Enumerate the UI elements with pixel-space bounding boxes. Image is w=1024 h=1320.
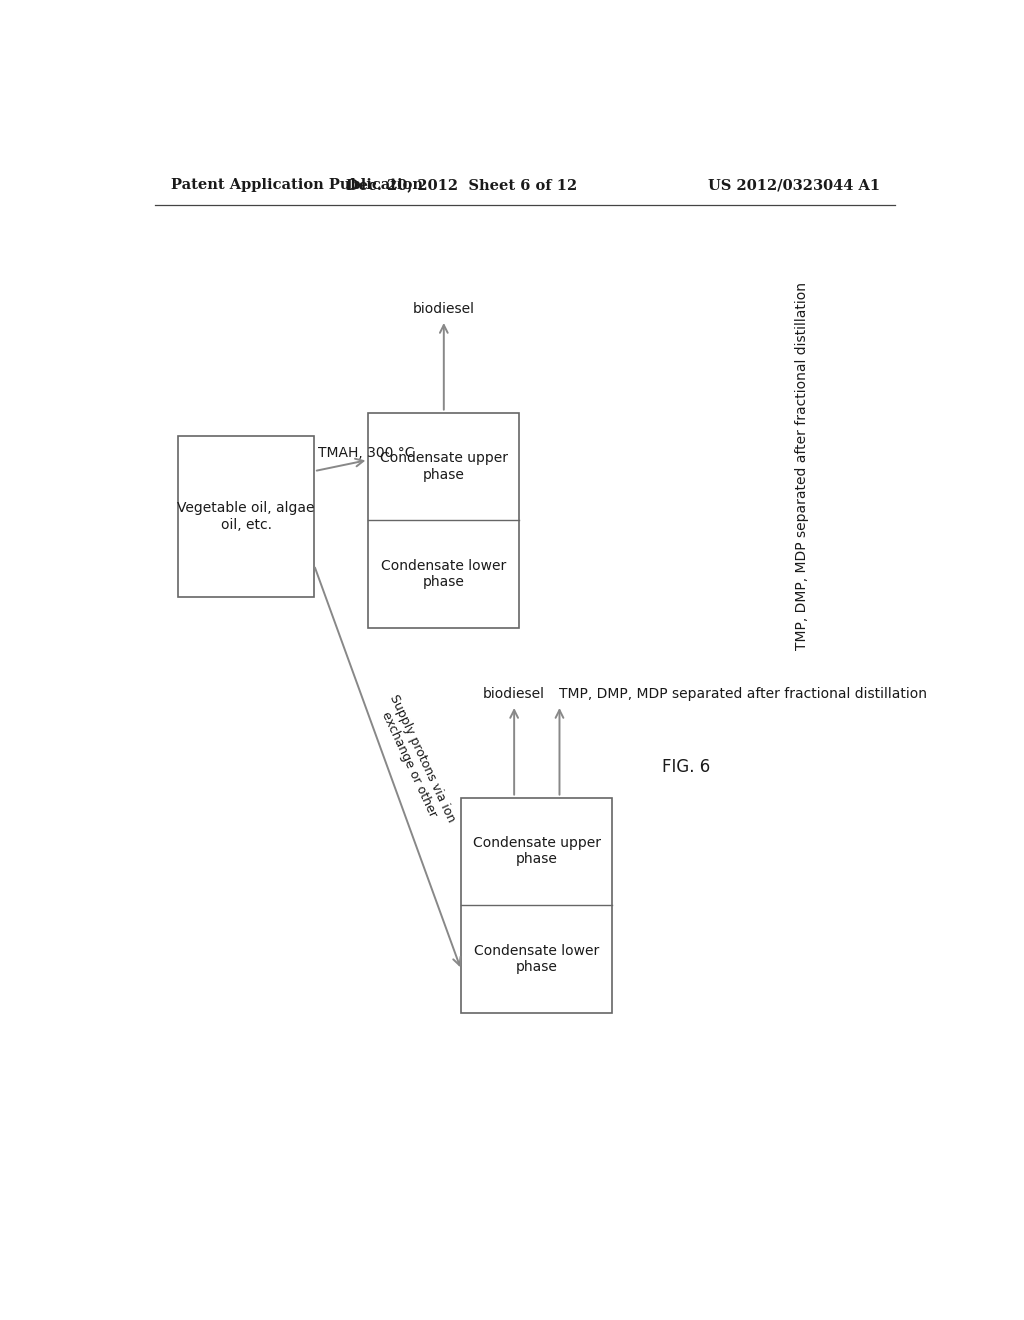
Text: FIG. 6: FIG. 6 — [662, 758, 710, 776]
Bar — [369, 413, 519, 628]
Bar — [461, 797, 612, 1014]
Text: Condensate upper
phase: Condensate upper phase — [473, 837, 601, 866]
Text: US 2012/0323044 A1: US 2012/0323044 A1 — [708, 178, 880, 193]
Bar — [178, 436, 314, 598]
Text: TMP, DMP, MDP separated after fractional distillation: TMP, DMP, MDP separated after fractional… — [559, 688, 928, 701]
Text: Condensate lower
phase: Condensate lower phase — [474, 944, 599, 974]
Text: biodiesel: biodiesel — [483, 688, 545, 701]
Text: TMP, DMP, MDP separated after fractional distillation: TMP, DMP, MDP separated after fractional… — [796, 282, 809, 651]
Text: Patent Application Publication: Patent Application Publication — [171, 178, 423, 193]
Text: Vegetable oil, algae
oil, etc.: Vegetable oil, algae oil, etc. — [177, 502, 315, 532]
Text: Supply protons via ion
exchange or other: Supply protons via ion exchange or other — [374, 693, 458, 830]
Text: Dec. 20, 2012  Sheet 6 of 12: Dec. 20, 2012 Sheet 6 of 12 — [346, 178, 577, 193]
Text: Condensate upper
phase: Condensate upper phase — [380, 451, 508, 482]
Text: TMAH, 300 °C: TMAH, 300 °C — [317, 446, 415, 459]
Text: Condensate lower
phase: Condensate lower phase — [381, 560, 507, 589]
Text: biodiesel: biodiesel — [413, 302, 475, 317]
